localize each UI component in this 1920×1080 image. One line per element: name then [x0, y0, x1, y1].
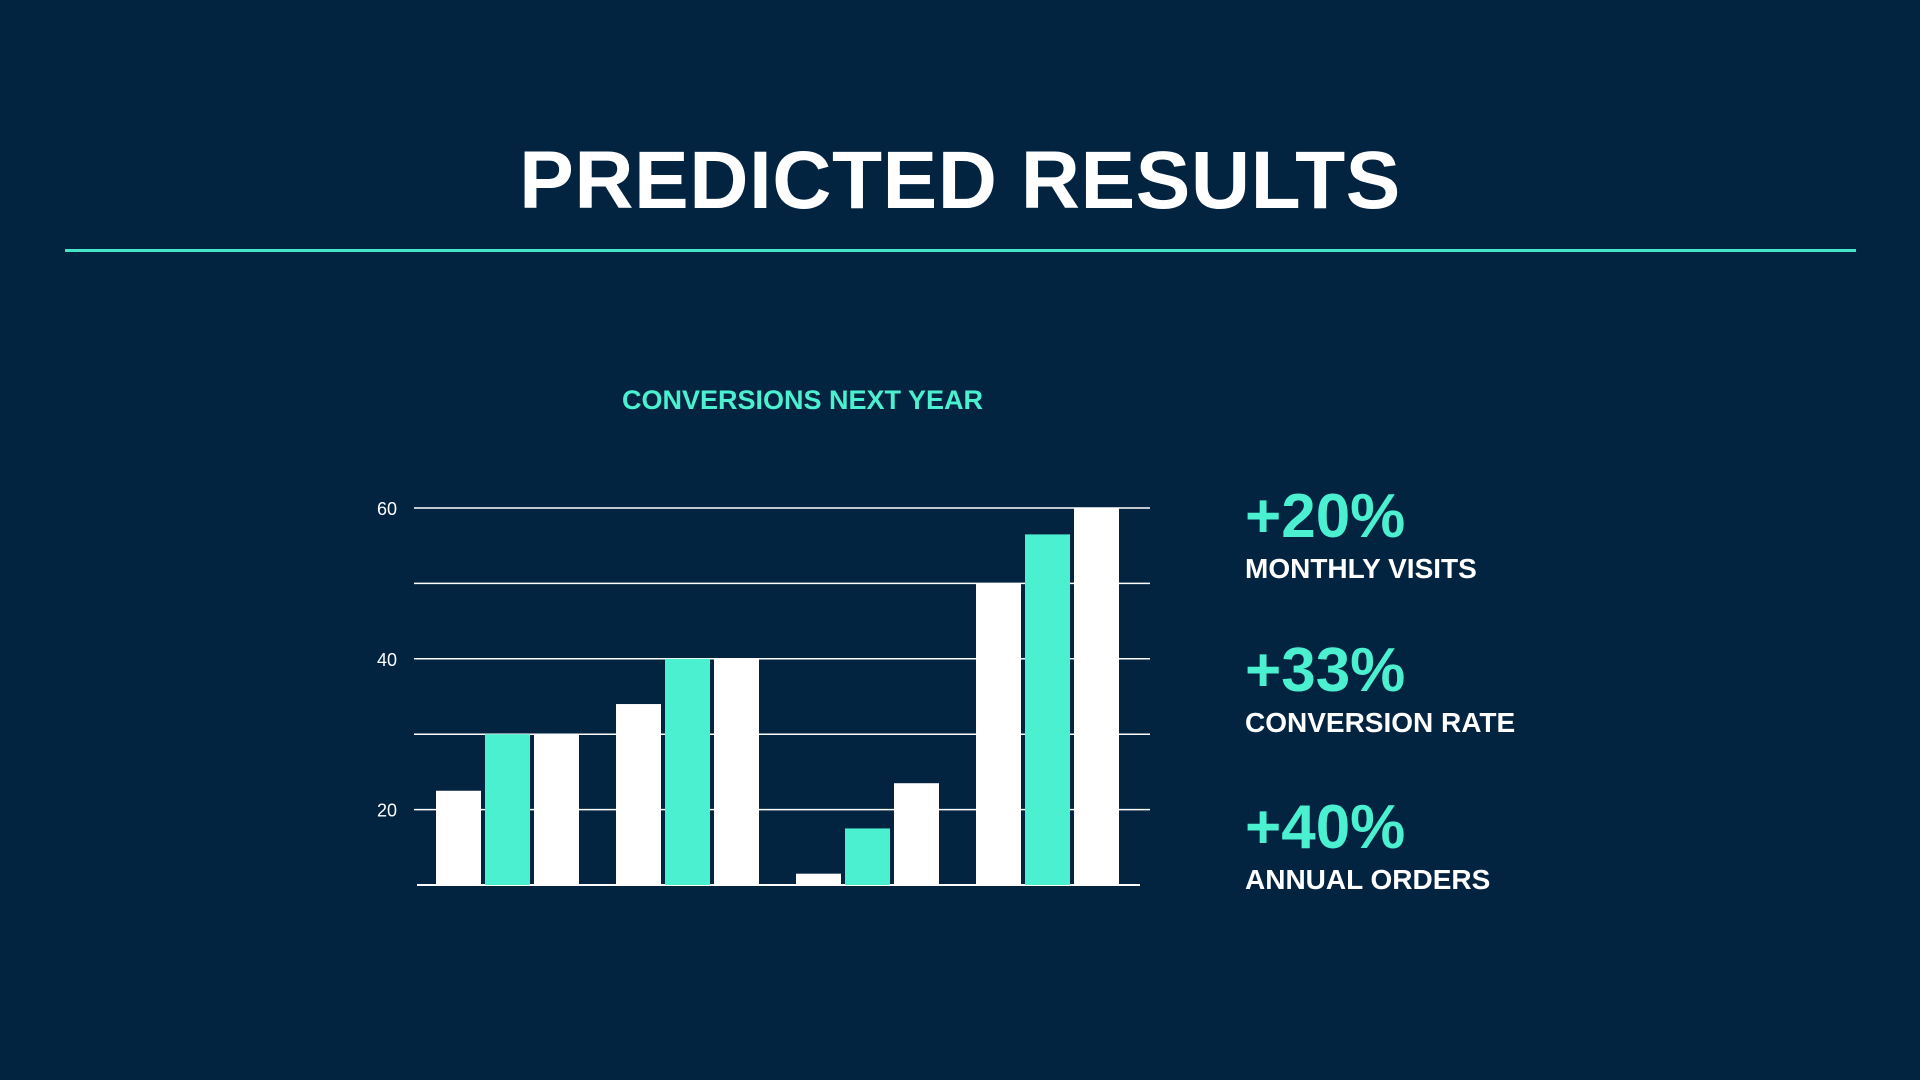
bar-chart: 20 40 60 [377, 499, 1150, 886]
bar [894, 783, 939, 885]
stat-value: +40% [1245, 793, 1406, 862]
stat-monthly-visits: +20% MONTHLY VISITS [1245, 482, 1845, 586]
stat-label: MONTHLY VISITS [1245, 553, 1477, 584]
y-tick-label: 40 [377, 650, 397, 670]
chart-title: CONVERSIONS NEXT YEAR [621, 385, 984, 415]
stat-value: +20% [1245, 482, 1406, 551]
stat-conversion-rate: +33% CONVERSION RATE [1245, 636, 1845, 740]
y-tick-label: 20 [377, 801, 397, 821]
stat-label: ANNUAL ORDERS [1245, 864, 1491, 895]
stat-label: CONVERSION RATE [1245, 707, 1516, 738]
bar [534, 734, 579, 885]
page-title: PREDICTED RESULTS [519, 135, 1401, 226]
bar [976, 583, 1021, 885]
bar [665, 658, 710, 885]
title-divider [65, 249, 1856, 252]
stat-value: +33% [1245, 636, 1406, 705]
bar [616, 704, 661, 885]
bar [436, 790, 481, 885]
stat-annual-orders: +40% ANNUAL ORDERS [1245, 793, 1845, 897]
bar [1074, 508, 1119, 885]
bar [714, 658, 759, 885]
bar [796, 873, 841, 885]
y-tick-label: 60 [377, 499, 397, 519]
bar [485, 734, 530, 885]
bar [845, 828, 890, 885]
bar [1025, 534, 1070, 885]
